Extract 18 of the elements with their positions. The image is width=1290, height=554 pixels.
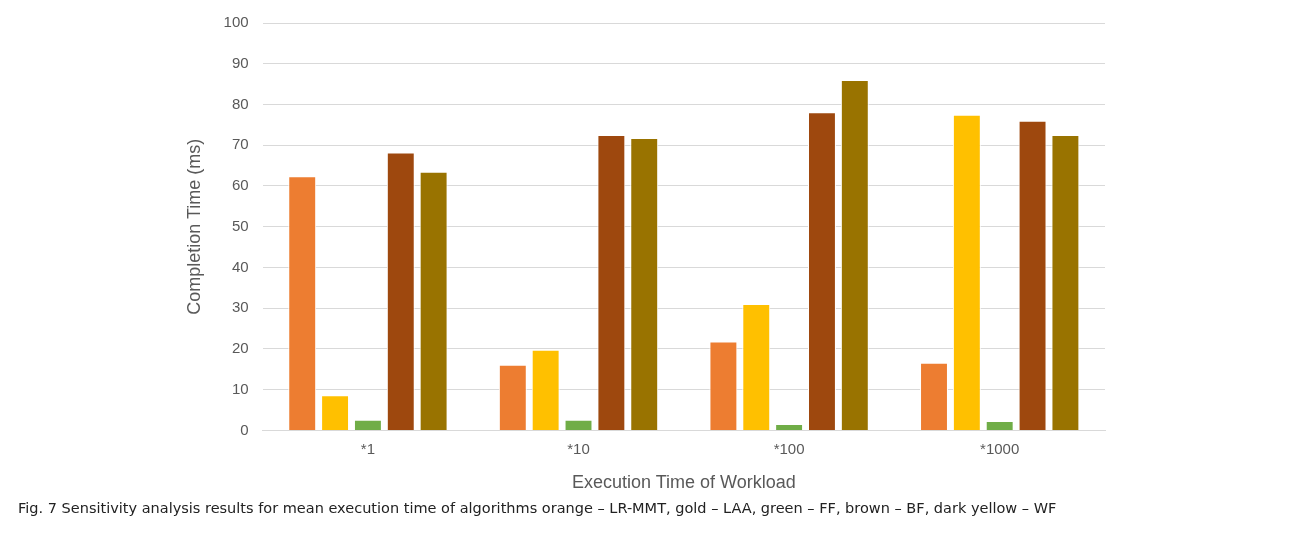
- y-tick-label: 0: [240, 420, 249, 438]
- x-tick-label: *100: [773, 439, 805, 457]
- x-tick-label: *1: [360, 439, 376, 457]
- x-tick-label: *1000: [980, 439, 1020, 457]
- y-tick-label: 30: [231, 298, 249, 316]
- y-tick-label: 70: [231, 135, 249, 153]
- y-tick-label: 20: [231, 339, 249, 357]
- y-tick-label: 50: [231, 216, 249, 234]
- y-tick-label: 80: [231, 94, 249, 112]
- y-tick-label: 10: [231, 379, 249, 397]
- y-tick-label: 60: [231, 176, 249, 194]
- x-tick-label: *10: [567, 439, 590, 457]
- y-tick-label: 100: [223, 13, 249, 31]
- x-axis-title: Execution Time of Workload: [571, 472, 796, 493]
- y-tick-label: 40: [231, 257, 249, 275]
- y-axis-title: Completion Time (ms): [183, 138, 204, 315]
- y-tick-label: 90: [231, 53, 249, 71]
- caption: Fig. 7 Sensitivity analysis results for mean execution time of algorithms orange – LR-MMT, gold – LAA, green – FF, brown – BF, dark yellow – WF: [18, 500, 1057, 516]
